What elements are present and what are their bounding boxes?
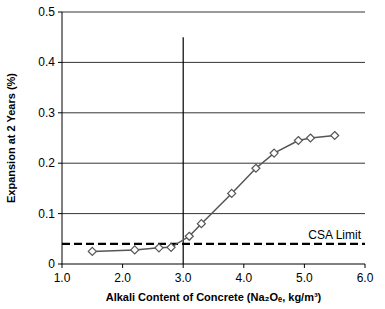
- y-tick: [58, 213, 62, 214]
- y-tick-label: 0.2: [38, 156, 55, 170]
- chart-svg: 0 0.1 0.2 0.3 0.4 0.5 1.0 2.0 3.0 4.0 5.0 6.0 Expans…: [0, 0, 385, 309]
- x-tick-label: 3.0: [175, 271, 192, 285]
- y-axis-label: Expansion at 2 Years (%): [5, 73, 17, 203]
- x-tick-label: 4.0: [235, 271, 252, 285]
- reference-vline: [183, 37, 184, 264]
- y-tick-label: 0.1: [38, 207, 55, 221]
- data-point: [185, 232, 193, 240]
- y-tick-label: 0: [48, 257, 55, 271]
- y-tick: [58, 12, 62, 13]
- grid-line: [62, 112, 365, 113]
- data-point: [306, 134, 314, 142]
- data-point: [131, 246, 139, 254]
- data-point: [294, 137, 302, 145]
- data-point: [331, 131, 339, 139]
- y-tick: [58, 163, 62, 164]
- series-line: [92, 135, 334, 251]
- y-tick-label: 0.4: [38, 55, 55, 69]
- y-tick-label: 0.3: [38, 106, 55, 120]
- grid-line: [62, 12, 365, 13]
- reference-line: [62, 243, 365, 245]
- y-tick: [58, 264, 62, 265]
- data-point: [228, 189, 236, 197]
- x-tick-label: 5.0: [296, 271, 313, 285]
- x-axis-label: Alkali Content of Concrete (Na₂Oₑ, kg/m³…: [106, 291, 322, 303]
- x-axis: [62, 264, 365, 265]
- y-tick: [58, 62, 62, 63]
- x-tick: [243, 264, 244, 268]
- x-tick-label: 6.0: [357, 271, 374, 285]
- data-point: [270, 149, 278, 157]
- grid-line: [62, 62, 365, 63]
- y-tick-label: 0.5: [38, 5, 55, 19]
- grid-line: [62, 213, 365, 214]
- y-axis: [62, 12, 63, 264]
- data-point: [197, 220, 205, 228]
- x-tick: [122, 264, 123, 268]
- data-point: [88, 247, 96, 255]
- data-point: [252, 164, 260, 172]
- data-point: [155, 244, 163, 252]
- plot-area: [62, 37, 365, 264]
- x-tick: [304, 264, 305, 268]
- y-tick: [58, 112, 62, 113]
- x-tick: [183, 264, 184, 268]
- x-tick: [365, 264, 366, 268]
- grid-line: [62, 163, 365, 164]
- chart-container: 0 0.1 0.2 0.3 0.4 0.5 1.0 2.0 3.0 4.0 5.0 6.0 Expans…: [0, 0, 385, 309]
- x-tick: [62, 264, 63, 268]
- reference-label: CSA Limit: [308, 228, 361, 242]
- x-tick-label: 1.0: [54, 271, 71, 285]
- x-tick-label: 2.0: [114, 271, 131, 285]
- data-point: [167, 243, 175, 251]
